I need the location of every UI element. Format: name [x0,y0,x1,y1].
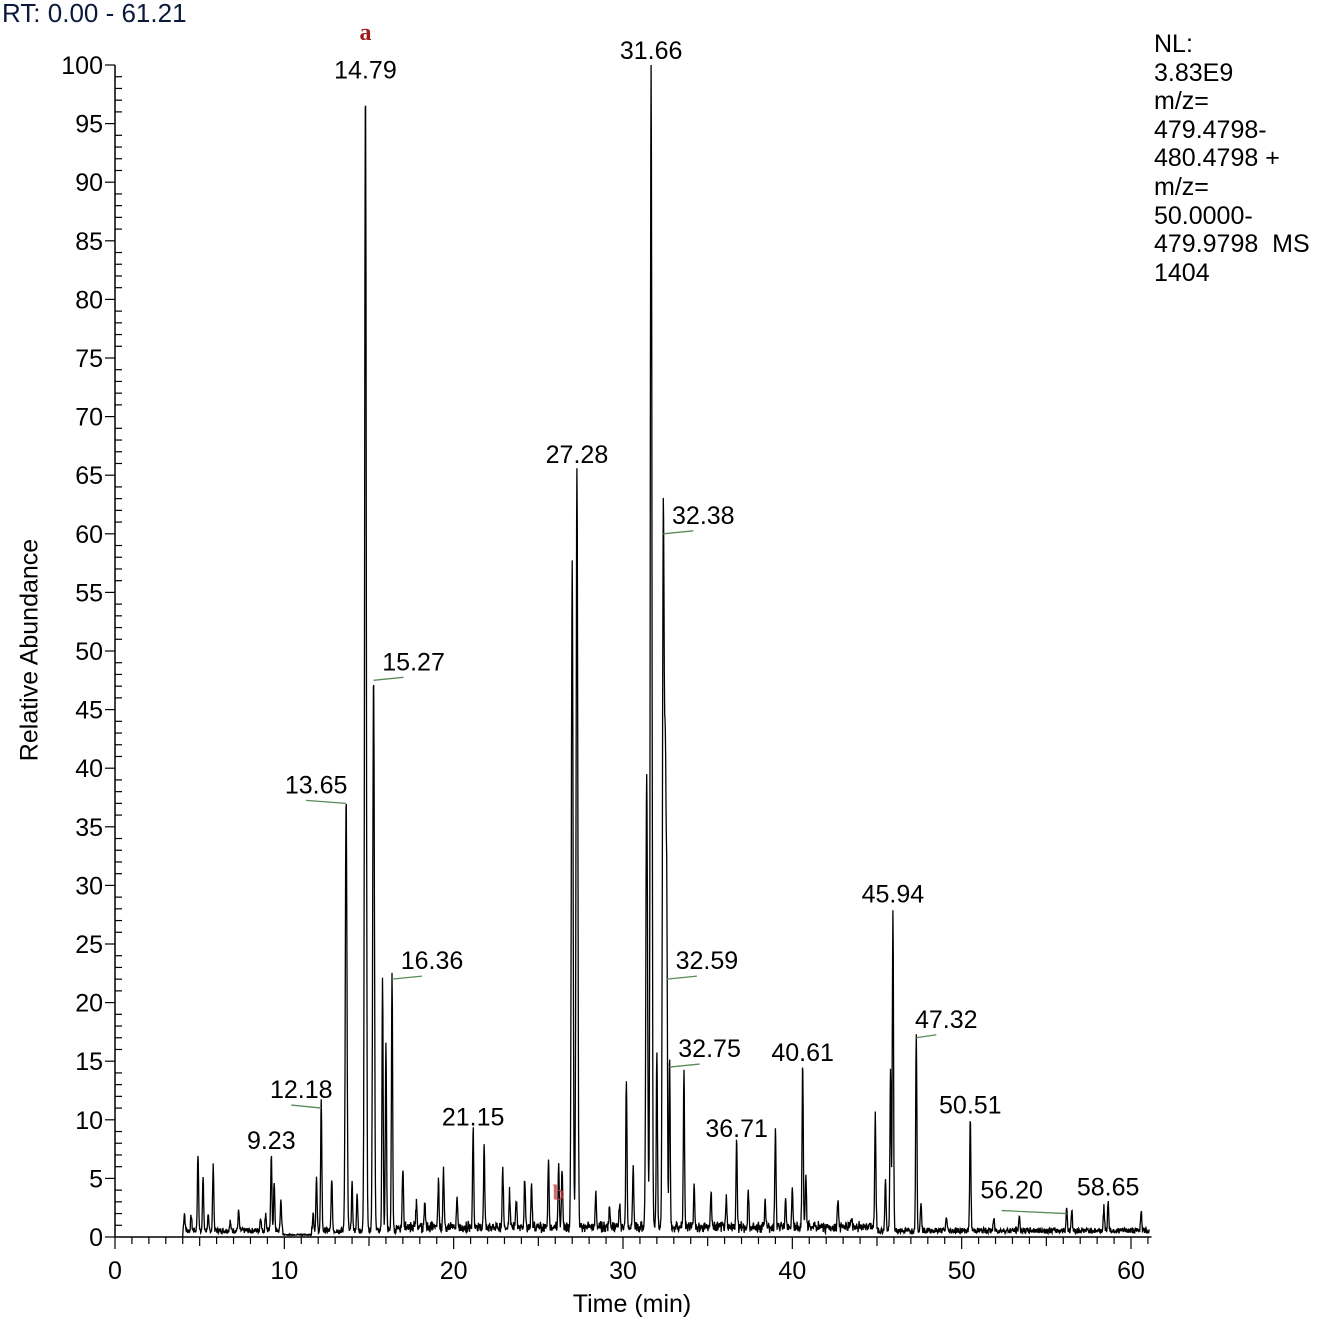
y-tick-label: 5 [89,1165,103,1193]
peak-leader-line [669,1063,700,1068]
x-tick-label: 20 [440,1257,468,1285]
peak-label: 12.18 [270,1076,333,1104]
peak-label: 56.20 [980,1177,1043,1205]
x-tick-label: 50 [948,1257,976,1285]
peak-label: 27.28 [546,441,609,469]
x-tick-label: 0 [108,1257,122,1285]
peak-label: 50.51 [939,1092,1002,1120]
info-line: m/z= [1154,87,1209,116]
rt-range-header: RT: 0.00 - 61.21 [2,0,187,28]
peak-leader-line [291,1104,322,1109]
y-tick-label: 20 [75,990,103,1018]
peak-label: 31.66 [620,37,683,65]
y-tick-label: 75 [75,345,103,373]
info-line: 480.4798 + [1154,144,1280,173]
peak-label: 21.15 [442,1103,505,1131]
annotation-a: a [359,20,371,46]
y-tick-label: 60 [75,521,103,549]
y-tick-label: 90 [75,169,103,197]
peak-label: 58.65 [1077,1174,1140,1202]
x-axis-label: Time (min) [572,1290,692,1318]
y-tick-label: 80 [75,286,103,314]
y-axis-label: Relative Abundance [15,538,44,762]
peak-label: 32.75 [678,1035,741,1063]
info-line: 3.83E9 [1154,58,1234,87]
peak-label: 47.32 [915,1006,978,1034]
x-tick-label: 10 [270,1257,298,1285]
chromatogram-trace [182,64,1150,1237]
x-tick-label: 60 [1117,1257,1145,1285]
peak-label: 9.23 [247,1127,296,1155]
peak-label: 40.61 [771,1039,834,1067]
peak-label: 32.38 [672,502,735,530]
y-tick-label: 25 [75,931,103,959]
peak-leader-line [916,1034,937,1039]
y-tick-label: 50 [75,638,103,666]
info-line: NL: [1154,30,1193,58]
peak-label: 14.79 [334,56,397,84]
peak-label: 13.65 [285,771,348,799]
peak-leader-line [1001,1209,1067,1215]
peak-leader-line [373,676,404,681]
y-tick-label: 95 [75,111,103,139]
peak-label: 15.27 [382,648,445,676]
peak-label: 45.94 [862,881,925,909]
y-tick-label: 35 [75,814,103,842]
y-tick-label: 70 [75,404,103,432]
info-line: m/z= [1154,172,1209,201]
y-tick-label: 85 [75,228,103,256]
y-tick-label: 15 [75,1048,103,1076]
annotation-b: b [553,1180,565,1205]
peak-label: 32.59 [676,947,739,975]
y-tick-label: 45 [75,697,103,725]
y-tick-label: 65 [75,462,103,490]
info-line: 50.0000- [1154,201,1253,230]
y-tick-label: 100 [61,52,103,80]
peak-label: 36.71 [705,1115,768,1143]
y-tick-label: 0 [89,1224,103,1252]
info-line: 479.9798 MS [1154,230,1310,259]
info-line: 479.4798- [1154,115,1267,144]
y-tick-label: 30 [75,872,103,900]
info-line: 1404 [1154,258,1210,287]
peak-leader-line [391,975,423,980]
y-tick-label: 10 [75,1107,103,1135]
peak-leader-line [306,799,347,805]
peak-leader-line [663,530,694,535]
x-tick-label: 30 [609,1257,637,1285]
x-tick-label: 40 [778,1257,806,1285]
y-tick-label: 40 [75,755,103,783]
y-tick-label: 55 [75,579,103,607]
peak-leader-line [666,975,697,980]
info-panel: NL: 3.83E9 m/z= 479.4798- 480.4798 + m/z… [1154,30,1310,287]
peak-label: 16.36 [401,947,464,975]
